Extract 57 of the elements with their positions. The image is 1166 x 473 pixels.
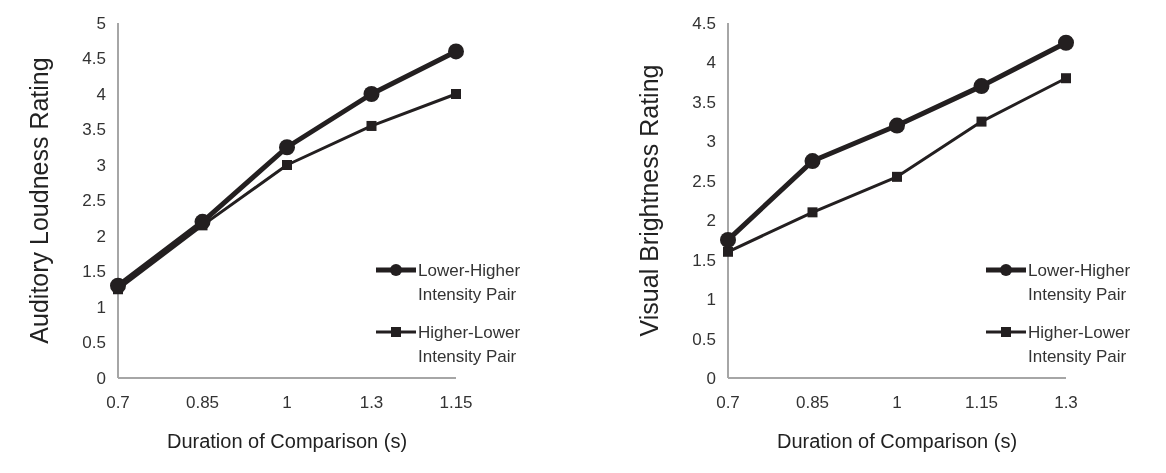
x-tick-label: 1.3 [359,393,384,412]
point [194,213,211,230]
y-tick-label: 1 [96,297,106,317]
point [720,231,736,248]
x-tick-label: 1 [892,393,902,412]
y-tick-label: 4.5 [82,49,106,69]
x-tick-label: 1.15 [964,393,999,412]
y-tick-label: 4 [96,84,106,104]
y-axis-title: Visual Brightness Rating [635,64,663,337]
point [279,139,295,156]
x-axis-title: Duration of Comparison (s) [166,430,408,452]
y-tick-label: 2.5 [82,191,106,211]
y-axis-title: Auditory Loudness Rating [25,57,53,344]
point [448,43,464,60]
x-tick-label: 0.85 [185,393,220,412]
legend-label: Lower-Higher Intensity Pair [418,260,521,304]
x-tick-label: 1.15 [439,393,473,412]
y-tick-label: 4.5 [692,13,716,33]
x-tick-label: 1 [282,393,292,412]
point [282,160,292,170]
y-tick-label: 1 [706,290,716,310]
x-tick-label: 0.7 [106,393,130,412]
y-tick-label: 2 [96,226,106,246]
legend-label: Higher-Lower Intensity Pair [1028,322,1131,366]
x-tick-label: 1.3 [1054,393,1078,412]
y-tick-label: 5 [96,13,106,33]
point [451,89,461,99]
x-axis-title: Duration of Comparison (s) [776,430,1018,452]
y-tick-label: 0.5 [692,329,716,349]
y-tick-label: 0 [96,368,106,388]
y-tick-label: 2 [706,211,716,231]
point [804,153,821,170]
y-tick-label: 3.5 [692,92,716,112]
point [807,207,818,218]
point [976,116,987,127]
point [110,277,126,294]
x-tick-label: 0.7 [716,393,740,412]
point [973,78,990,95]
point [892,171,902,182]
legend-label: Lower-Higher Intensity Pair [1028,260,1131,304]
y-tick-label: 3 [706,132,716,152]
y-tick-label: 2.5 [692,171,716,191]
y-tick-label: 4 [706,53,716,73]
point [1058,34,1074,51]
point [363,86,380,102]
y-tick-label: 0.5 [82,333,106,353]
y-tick-label: 1.5 [692,250,716,270]
point [889,117,905,134]
y-tick-label: 3.5 [82,120,106,140]
y-tick-label: 3 [96,155,106,175]
point [723,246,733,257]
y-tick-label: 1.5 [82,262,106,282]
point [366,120,377,131]
legend-label: Higher-Lower Intensity Pair [418,322,521,366]
point [1061,73,1071,84]
y-tick-label: 0 [706,368,716,388]
x-tick-label: 0.85 [795,393,830,412]
